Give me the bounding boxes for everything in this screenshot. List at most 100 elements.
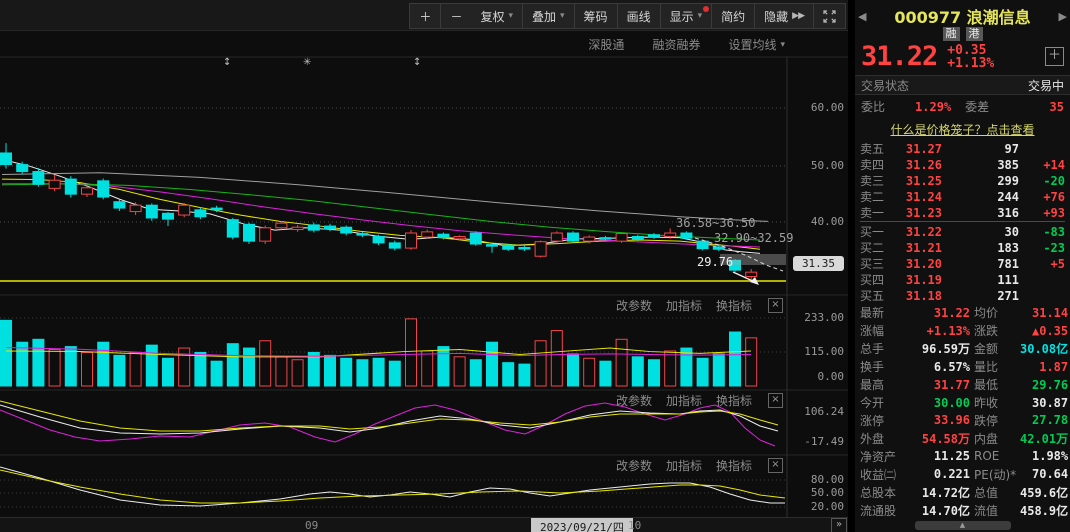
- pane-link-加指标[interactable]: 加指标: [665, 459, 702, 473]
- badge-港: 港: [965, 27, 983, 41]
- toolbar-button-label: 筹码: [583, 9, 608, 24]
- pane-link-改参数[interactable]: 改参数: [615, 459, 652, 473]
- stat-label: 最低: [974, 378, 999, 393]
- indicator-axis-label: 106.24: [804, 405, 844, 418]
- fullscreen-icon: [823, 9, 836, 23]
- stat-value: 96.59万: [921, 342, 970, 357]
- price-cage-help-link[interactable]: 什么是价格笼子？点击查看: [890, 123, 1035, 137]
- ob-level-label: 卖三: [860, 174, 885, 188]
- close-pane-icon[interactable]: ×: [768, 458, 783, 473]
- order-book-row[interactable]: 买四 31.19 111: [860, 271, 1065, 288]
- chart-canvas[interactable]: [0, 0, 848, 532]
- double-arrow-icon: ▶▶: [792, 11, 805, 21]
- pane-link-改参数[interactable]: 改参数: [615, 394, 652, 408]
- stat-label: 涨幅: [860, 324, 885, 339]
- pane-link-加指标[interactable]: 加指标: [665, 394, 702, 408]
- order-book-row[interactable]: 买五 31.18 271: [860, 287, 1065, 304]
- zoom-in-button[interactable]: ＋: [419, 9, 432, 24]
- stat-label: 内盘: [974, 431, 999, 446]
- ob-change: +76: [1043, 189, 1065, 204]
- stat-value: 30.87: [1032, 395, 1069, 410]
- indicator-axis-label: 80.00: [810, 473, 844, 486]
- ob-price: 31.26: [905, 157, 942, 172]
- add-to-watchlist-button[interactable]: ＋: [1045, 47, 1064, 66]
- toolbar-button-画线[interactable]: 画线: [616, 4, 660, 28]
- margin-trading-link[interactable]: 融资融券: [652, 38, 701, 52]
- stat-value: 31.77: [933, 377, 970, 392]
- toolbar-button-叠加[interactable]: 叠加 ▾: [522, 4, 574, 28]
- szse-connect-link[interactable]: 深股通: [588, 38, 625, 52]
- ob-change: -23: [1043, 240, 1065, 255]
- stat-row: 外盘 54.58万 内盘 42.01万: [860, 429, 1068, 447]
- event-marker-icon[interactable]: ✳: [303, 57, 312, 68]
- stat-label: 今开: [860, 396, 885, 411]
- order-book-row[interactable]: 买三 31.20 781 +5: [860, 255, 1065, 272]
- ob-level-label: 买三: [860, 257, 885, 271]
- toolbar-button-筹码[interactable]: 筹码: [573, 4, 617, 28]
- toolbar-button-简约[interactable]: 简约: [711, 4, 754, 28]
- crosshair-date-tag: 2023/09/21/四: [531, 518, 633, 532]
- pane-link-加指标[interactable]: 加指标: [665, 299, 702, 313]
- stat-row: 总手 96.59万 金额 30.08亿: [860, 340, 1068, 358]
- order-book-row[interactable]: 买二 31.21 183 -23: [860, 239, 1065, 256]
- prev-stock-arrow[interactable]: ◀: [858, 9, 867, 23]
- toolbar-button-隐藏[interactable]: 隐藏 ▶▶: [754, 4, 813, 28]
- toolbar-button-label: 隐藏: [764, 9, 789, 24]
- order-book-row[interactable]: 卖二 31.24 244 +76: [860, 188, 1065, 205]
- pane-links-row: 改参数 加指标 换指标 ×: [616, 392, 783, 409]
- ob-level-label: 买四: [860, 273, 885, 287]
- stat-label: 收益㈡: [860, 467, 897, 482]
- stat-row: 流通股 14.70亿 流值 458.9亿: [860, 501, 1068, 519]
- price-change: +0.35 +1.13%: [947, 44, 994, 70]
- stat-label: 金额: [974, 342, 999, 357]
- event-marker-icon[interactable]: ↕: [223, 57, 232, 68]
- volume-axis-label: 0.00: [817, 370, 845, 383]
- chart-annotation: 36.58~36.50: [676, 216, 756, 230]
- pane-link-换指标[interactable]: 换指标: [715, 394, 752, 408]
- pane-link-换指标[interactable]: 换指标: [715, 459, 752, 473]
- order-book-row[interactable]: 卖一 31.23 316 +93: [860, 204, 1065, 221]
- stat-value: +1.13%: [926, 323, 970, 338]
- stat-value: 14.72亿: [921, 485, 970, 500]
- candles: [0, 143, 758, 282]
- toolbar-button-显示[interactable]: 显示 ▾: [659, 4, 712, 28]
- ob-price: 31.22: [905, 224, 942, 239]
- ob-change: -20: [1043, 173, 1065, 188]
- weicha-value: 35: [1049, 99, 1064, 114]
- event-marker-icon[interactable]: ↕: [413, 57, 422, 68]
- chart-toolbar: ＋ － 复权 ▾ 叠加 ▾ 筹码 画线 显示 ▾ 简约 隐藏 ▶▶: [409, 3, 846, 29]
- stat-value: 54.58万: [921, 431, 970, 446]
- order-book-row[interactable]: 卖四 31.26 385 +14: [860, 156, 1065, 173]
- ob-price: 31.21: [905, 240, 942, 255]
- order-book-row[interactable]: 卖三 31.25 299 -20: [860, 172, 1065, 189]
- ob-volume: 97: [1004, 141, 1019, 156]
- price-axis-label: 40.00: [810, 215, 844, 228]
- close-pane-icon[interactable]: ×: [768, 298, 783, 313]
- ob-level-label: 卖一: [860, 206, 885, 220]
- pane-links-row: 改参数 加指标 换指标 ×: [616, 457, 783, 474]
- stat-label: PE(动)*: [974, 467, 1017, 482]
- order-book-row[interactable]: 卖五 31.27 97: [860, 140, 1065, 157]
- ob-change: +14: [1043, 157, 1065, 172]
- scroll-right-button[interactable]: »: [831, 518, 847, 532]
- next-stock-arrow[interactable]: ▶: [1058, 9, 1067, 23]
- trading-status-label: 交易状态: [861, 78, 910, 93]
- toolbar-button-复权[interactable]: 复权 ▾: [471, 4, 522, 28]
- ob-level-label: 买二: [860, 241, 885, 255]
- stat-row: 收益㈡ 0.221 PE(动)* 70.64: [860, 465, 1068, 483]
- close-pane-icon[interactable]: ×: [768, 393, 783, 408]
- pane-link-改参数[interactable]: 改参数: [615, 299, 652, 313]
- ma-settings-link[interactable]: 设置均线 ▾: [728, 36, 785, 53]
- pane-link-换指标[interactable]: 换指标: [715, 299, 752, 313]
- panel-collapse-handle[interactable]: ▲: [914, 521, 1011, 530]
- stat-value: 459.6亿: [1020, 485, 1069, 500]
- stat-value: 70.64: [1032, 467, 1069, 482]
- order-book-row[interactable]: 买一 31.22 30 -83: [860, 223, 1065, 240]
- fullscreen-button[interactable]: [813, 4, 845, 28]
- ob-volume: 271: [997, 288, 1019, 303]
- price-axis-label: 60.00: [810, 101, 844, 114]
- bid-ask-divider: [860, 221, 1065, 222]
- ob-change: +5: [1050, 256, 1065, 271]
- zoom-out-button[interactable]: －: [440, 4, 471, 28]
